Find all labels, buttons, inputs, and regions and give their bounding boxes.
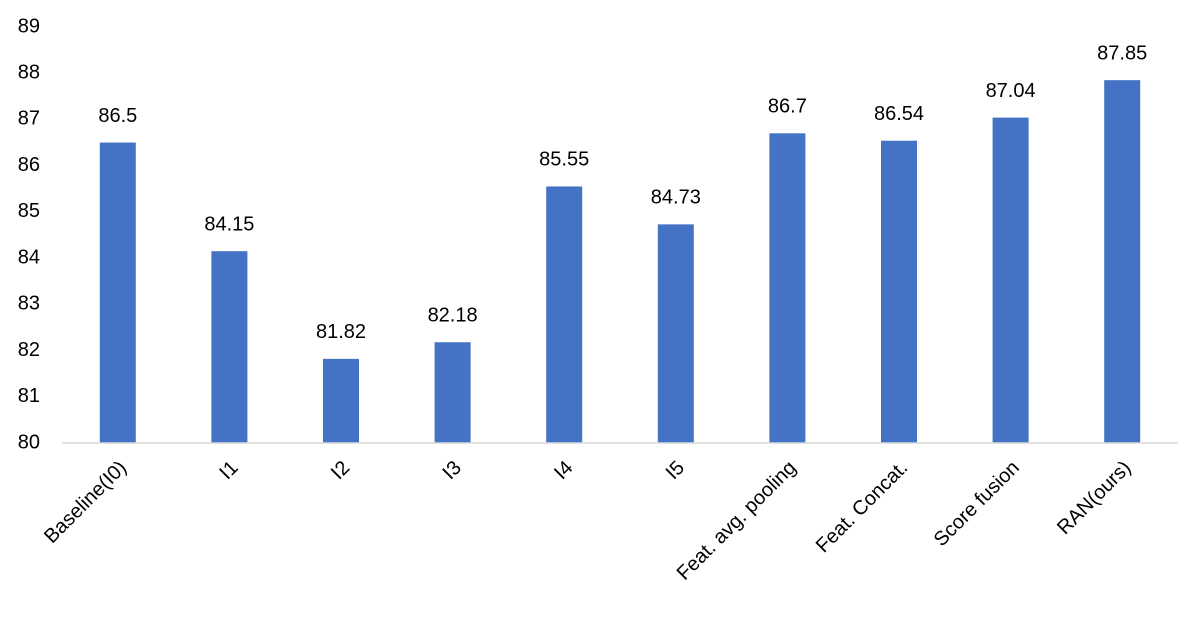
y-tick-label: 86 (18, 154, 40, 176)
value-label: 87.04 (986, 80, 1036, 102)
value-label: 86.7 (768, 96, 807, 118)
bar (769, 133, 806, 444)
x-tick-label: I1 (215, 457, 242, 484)
value-label: 82.18 (428, 305, 478, 327)
x-tick-label: Score fusion (930, 457, 1024, 551)
x-tick-label: I2 (327, 457, 354, 484)
y-tick-label: 83 (18, 293, 40, 315)
x-tick-label: I3 (439, 457, 466, 484)
y-tick-label: 80 (18, 431, 40, 453)
bar (211, 251, 248, 443)
y-tick-label: 84 (18, 246, 40, 268)
bar (434, 342, 471, 443)
value-label: 81.82 (316, 321, 366, 343)
x-tick-label: Feat. avg. pooling (673, 457, 801, 585)
x-tick-label: Baseline(I0) (40, 457, 131, 548)
value-label: 84.15 (204, 213, 254, 235)
bar (323, 358, 359, 443)
bar (546, 186, 583, 443)
value-label: 86.54 (874, 103, 924, 125)
bar (1104, 80, 1141, 444)
bar (99, 142, 136, 444)
value-label: 87.85 (1097, 42, 1147, 64)
x-tick-label: Feat. Concat. (812, 457, 912, 557)
y-tick-label: 85 (18, 200, 40, 222)
y-tick-label: 87 (18, 108, 40, 130)
bar (992, 117, 1029, 444)
bar (657, 224, 694, 443)
x-tick-label: RAN(ours) (1053, 457, 1135, 539)
value-label: 85.55 (539, 149, 589, 171)
y-tick-label: 82 (18, 339, 40, 361)
x-tick-label: I4 (550, 457, 577, 484)
value-label: 84.73 (651, 187, 701, 209)
value-label: 86.5 (98, 105, 137, 127)
y-tick-label: 89 (18, 15, 40, 37)
y-tick-label: 81 (18, 385, 40, 407)
bar (881, 140, 917, 443)
y-tick-label: 88 (18, 62, 40, 84)
x-tick-label: I5 (662, 457, 689, 484)
